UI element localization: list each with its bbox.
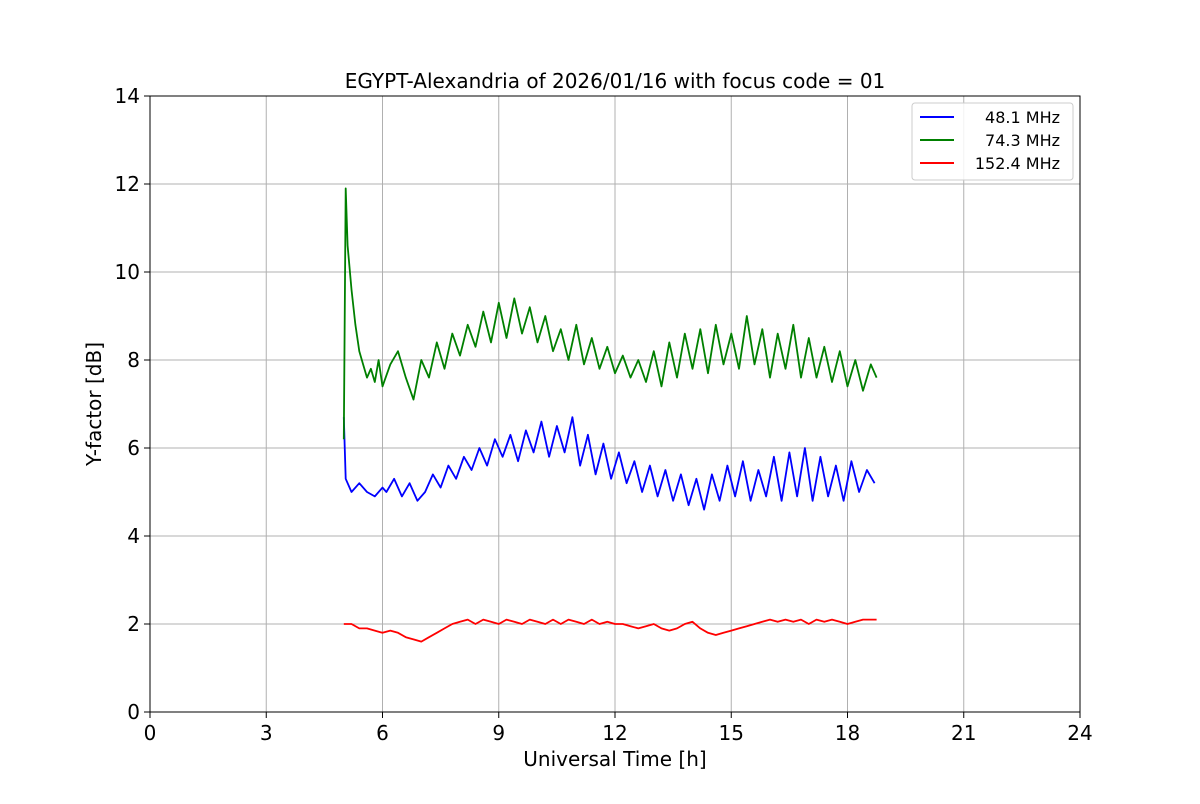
series-layer — [342, 187, 878, 643]
x-tick-label: 18 — [835, 721, 860, 745]
y-tick-label: 8 — [127, 348, 140, 372]
y-tick-label: 4 — [127, 524, 140, 548]
y-tick-label: 0 — [127, 700, 140, 724]
legend-label: 48.1 MHz — [985, 108, 1060, 127]
y-tick-label: 6 — [127, 436, 140, 460]
y-tick-label: 10 — [115, 260, 140, 284]
x-tick-label: 15 — [719, 721, 744, 745]
y-axis-label: Y-factor [dB] — [82, 342, 106, 467]
plot-frame — [149, 95, 1081, 713]
chart-title: EGYPT-Alexandria of 2026/01/16 with focu… — [345, 69, 886, 93]
x-tick-label: 12 — [602, 721, 627, 745]
x-axis-label: Universal Time [h] — [523, 747, 706, 771]
legend: 48.1 MHz 74.3 MHz 152.4 MHz — [911, 102, 1074, 181]
series-line-48-1-mhz — [342, 416, 876, 511]
y-tick-label: 2 — [127, 612, 140, 636]
x-tick-label: 9 — [492, 721, 505, 745]
x-tick-label: 0 — [144, 721, 157, 745]
legend-label: 152.4 MHz — [975, 154, 1060, 173]
series-line-74-3-mhz — [342, 187, 878, 440]
legend-label: 74.3 MHz — [985, 131, 1060, 150]
x-tick-label: 21 — [951, 721, 976, 745]
series-line-152-4-mhz — [343, 618, 877, 643]
x-tick-label: 3 — [260, 721, 273, 745]
legend-box — [911, 102, 1074, 181]
y-tick-label: 14 — [115, 84, 140, 108]
y-tick-label: 12 — [115, 172, 140, 196]
x-tick-label: 6 — [376, 721, 389, 745]
x-tick-label: 24 — [1067, 721, 1092, 745]
